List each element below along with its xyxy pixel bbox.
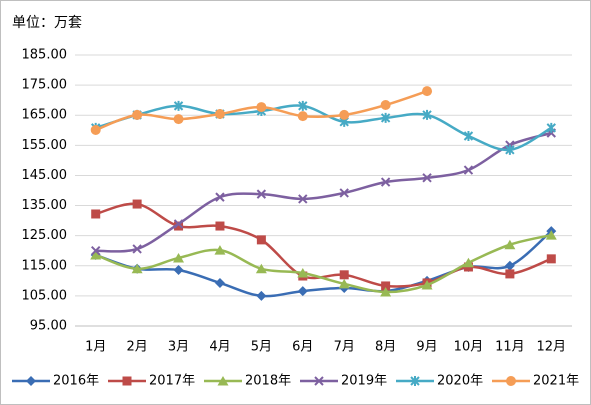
y-tick-label: 185.00 bbox=[22, 48, 68, 63]
legend-label: 2019年 bbox=[341, 374, 387, 389]
marker bbox=[463, 130, 474, 141]
marker bbox=[463, 165, 474, 175]
x-tick-label: 6月 bbox=[292, 340, 313, 355]
y-tick-label: 115.00 bbox=[22, 258, 68, 273]
x-tick-label: 12月 bbox=[537, 340, 567, 355]
y-tick-label: 165.00 bbox=[22, 108, 68, 123]
marker bbox=[132, 109, 143, 120]
series-line bbox=[95, 233, 552, 294]
marker bbox=[214, 109, 225, 120]
legend-marker bbox=[122, 376, 132, 386]
legend-label: 2018年 bbox=[245, 374, 291, 389]
y-tick-label: 105.00 bbox=[22, 288, 68, 303]
y-tick-label: 95.00 bbox=[30, 319, 67, 334]
marker bbox=[505, 269, 515, 279]
marker bbox=[380, 112, 391, 123]
marker bbox=[297, 111, 308, 122]
marker bbox=[173, 100, 184, 111]
marker bbox=[462, 257, 474, 268]
y-tick-label: 175.00 bbox=[22, 78, 68, 93]
series bbox=[90, 230, 557, 297]
marker bbox=[422, 173, 432, 183]
marker bbox=[422, 109, 432, 120]
marker bbox=[214, 277, 225, 288]
legend-marker bbox=[314, 376, 324, 386]
marker bbox=[215, 192, 225, 202]
y-tick-label: 145.00 bbox=[22, 168, 68, 183]
marker bbox=[380, 177, 391, 187]
legend-marker bbox=[26, 376, 36, 386]
marker bbox=[91, 209, 101, 219]
marker bbox=[504, 239, 516, 250]
x-tick-label: 11月 bbox=[495, 340, 525, 355]
marker bbox=[173, 219, 184, 229]
marker bbox=[298, 100, 308, 111]
marker bbox=[132, 199, 142, 209]
x-tick-label: 10月 bbox=[454, 340, 484, 355]
marker bbox=[297, 286, 308, 297]
legend-label: 2020年 bbox=[437, 374, 483, 389]
y-tick-label: 155.00 bbox=[22, 138, 68, 153]
marker bbox=[91, 246, 101, 256]
legend-marker bbox=[506, 376, 516, 386]
series-line bbox=[95, 104, 552, 152]
marker bbox=[338, 278, 350, 289]
marker bbox=[256, 290, 267, 301]
marker bbox=[255, 263, 267, 274]
marker bbox=[214, 245, 226, 255]
marker bbox=[381, 281, 391, 291]
x-tick-label: 3月 bbox=[168, 340, 189, 355]
marker bbox=[215, 221, 225, 231]
marker bbox=[174, 221, 184, 231]
marker bbox=[380, 99, 391, 110]
legend-label: 2021年 bbox=[533, 374, 579, 389]
legend-label: 2016年 bbox=[53, 374, 99, 389]
x-tick-label: 4月 bbox=[209, 340, 230, 355]
marker bbox=[90, 249, 102, 260]
marker bbox=[132, 244, 142, 254]
x-tick-label: 9月 bbox=[416, 340, 437, 355]
marker bbox=[422, 86, 433, 97]
marker bbox=[546, 122, 556, 133]
marker bbox=[546, 254, 556, 264]
marker bbox=[505, 144, 515, 155]
marker bbox=[421, 280, 433, 290]
marker bbox=[256, 102, 267, 113]
legend-marker bbox=[217, 376, 229, 386]
x-tick-label: 7月 bbox=[334, 340, 355, 355]
marker bbox=[298, 194, 308, 204]
marker bbox=[131, 263, 143, 274]
x-tick-label: 2月 bbox=[126, 340, 147, 355]
marker bbox=[380, 286, 392, 297]
marker bbox=[256, 235, 266, 245]
marker bbox=[173, 114, 184, 125]
legend: 2016年 2017年 2018年 2019年 2020年 2021年 bbox=[12, 374, 579, 389]
x-tick-label: 1月 bbox=[85, 340, 106, 355]
legend-label: 2017年 bbox=[149, 374, 195, 389]
marker bbox=[545, 230, 557, 240]
series bbox=[90, 86, 433, 135]
x-tick-label: 5月 bbox=[251, 340, 272, 355]
marker bbox=[339, 188, 349, 198]
marker bbox=[173, 264, 184, 275]
marker bbox=[256, 189, 267, 199]
marker bbox=[90, 124, 101, 135]
y-tick-label: 125.00 bbox=[22, 228, 68, 243]
marker bbox=[504, 260, 515, 271]
x-tick-label: 8月 bbox=[375, 340, 396, 355]
chart-title: 单位：万套 bbox=[12, 15, 82, 31]
y-tick-label: 135.00 bbox=[22, 198, 68, 213]
marker bbox=[173, 252, 185, 263]
marker bbox=[297, 268, 309, 278]
marker bbox=[339, 109, 350, 120]
marker bbox=[339, 270, 349, 280]
legend-marker bbox=[410, 376, 420, 386]
